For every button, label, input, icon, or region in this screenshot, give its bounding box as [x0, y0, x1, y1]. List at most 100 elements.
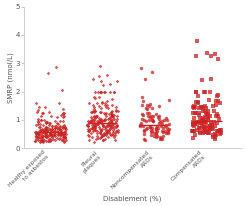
Point: [167, 131, 171, 134]
Point: [53, 126, 57, 129]
Point: [215, 104, 219, 107]
Point: [90, 126, 94, 129]
Point: [36, 132, 40, 136]
Point: [165, 119, 169, 122]
Point: [47, 137, 51, 140]
Point: [98, 125, 101, 128]
Point: [158, 105, 161, 108]
Point: [39, 131, 43, 135]
Point: [53, 125, 57, 128]
Point: [148, 125, 152, 128]
Point: [140, 104, 144, 107]
Point: [59, 128, 62, 132]
Point: [111, 131, 115, 134]
Point: [87, 102, 91, 105]
Point: [49, 138, 53, 141]
Point: [200, 78, 204, 81]
Point: [210, 124, 214, 127]
Point: [114, 130, 118, 133]
Point: [90, 123, 94, 126]
Point: [41, 111, 45, 114]
Point: [160, 135, 164, 138]
Point: [87, 120, 91, 124]
Point: [36, 139, 40, 142]
Point: [49, 128, 53, 131]
Point: [36, 120, 39, 123]
Point: [215, 129, 219, 133]
Point: [41, 129, 45, 132]
Point: [147, 104, 151, 108]
Point: [38, 129, 42, 132]
Point: [56, 126, 60, 129]
Point: [34, 132, 38, 135]
Point: [109, 120, 113, 123]
Point: [98, 136, 102, 140]
Point: [97, 118, 101, 122]
Point: [89, 111, 93, 114]
Point: [48, 121, 52, 124]
Point: [90, 136, 94, 139]
Point: [108, 117, 112, 121]
Point: [38, 140, 42, 143]
Point: [148, 125, 152, 128]
Point: [46, 139, 50, 143]
Point: [44, 136, 48, 139]
Point: [206, 52, 209, 55]
Point: [200, 124, 204, 127]
Point: [45, 120, 49, 123]
Point: [154, 128, 158, 132]
Point: [107, 129, 111, 132]
Point: [212, 110, 216, 113]
Point: [34, 134, 38, 138]
Point: [167, 127, 171, 130]
Point: [59, 128, 63, 131]
Point: [110, 97, 114, 100]
Point: [93, 125, 97, 129]
Point: [94, 116, 98, 119]
Point: [91, 110, 95, 114]
Point: [154, 132, 158, 135]
Point: [91, 125, 95, 128]
Point: [34, 130, 38, 133]
Point: [98, 119, 102, 123]
Point: [47, 139, 51, 142]
Point: [107, 113, 111, 116]
Point: [163, 129, 167, 132]
Point: [34, 134, 37, 138]
Point: [157, 118, 161, 121]
Point: [42, 118, 46, 122]
Point: [49, 135, 53, 138]
Point: [106, 118, 110, 121]
Point: [110, 113, 114, 117]
Point: [208, 90, 212, 93]
Point: [194, 100, 198, 104]
Point: [41, 140, 45, 143]
Point: [47, 121, 51, 125]
Point: [103, 90, 107, 93]
Point: [214, 114, 218, 118]
Point: [62, 135, 66, 138]
Point: [57, 137, 61, 140]
Point: [219, 131, 223, 135]
Point: [203, 109, 207, 112]
Point: [43, 127, 47, 130]
Point: [40, 133, 44, 136]
Point: [41, 131, 45, 134]
Point: [142, 129, 146, 133]
Point: [192, 124, 196, 128]
Point: [113, 139, 117, 142]
Point: [150, 130, 154, 133]
Point: [140, 96, 144, 99]
Point: [115, 129, 119, 133]
Point: [114, 125, 118, 128]
Point: [55, 136, 59, 140]
Point: [206, 124, 210, 127]
Point: [96, 121, 100, 124]
Point: [92, 124, 96, 127]
Point: [105, 128, 109, 131]
Point: [36, 131, 40, 134]
Point: [97, 75, 101, 78]
Point: [44, 139, 48, 142]
Point: [62, 115, 66, 118]
Point: [101, 138, 105, 142]
